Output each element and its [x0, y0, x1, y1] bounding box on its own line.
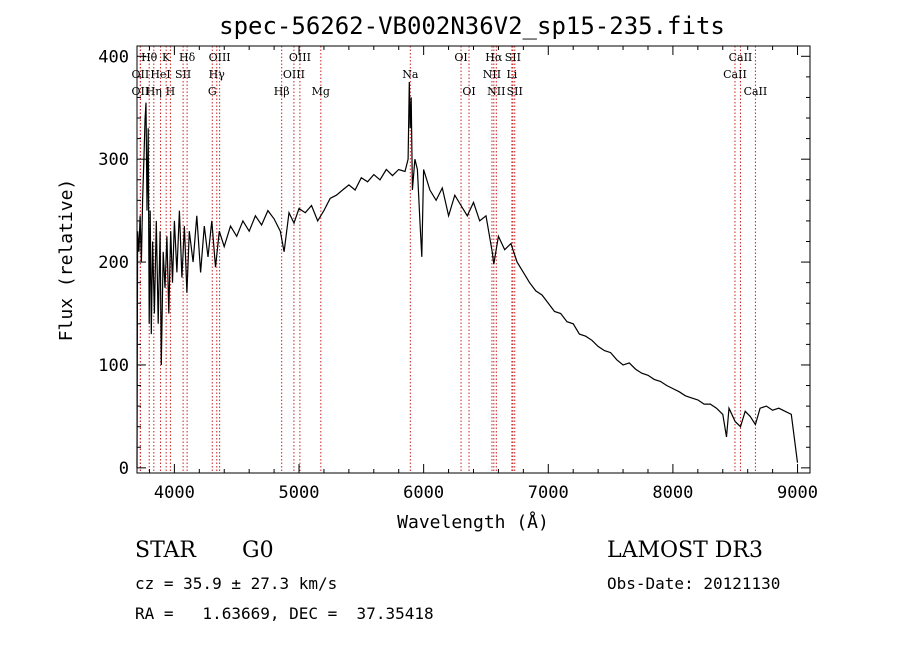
x-tick-label: 5000	[279, 483, 320, 503]
y-axis-ticks: 0 100 200 300 400	[98, 47, 810, 479]
spectral-line-label: Hη	[146, 85, 162, 98]
spectral-line-label: Hγ	[209, 68, 226, 81]
spectral-line-label: SII	[175, 68, 191, 81]
spectral-line-label: OIII	[289, 51, 311, 64]
x-tick-label: 4000	[154, 483, 195, 503]
x-axis-ticks: 4000 5000 6000 7000 8000 9000	[148, 46, 818, 503]
spectral-line-label: Li	[506, 68, 517, 81]
spectral-line-label: OI	[454, 51, 467, 64]
spectral-line-label: CaII	[729, 51, 753, 64]
observation-date: Obs-Date: 20121130	[607, 574, 781, 593]
object-subclass: G0	[242, 538, 274, 563]
flux-series-line	[136, 81, 799, 468]
spectral-line-label: HeI	[150, 68, 170, 81]
spectral-line-label: Mg	[312, 85, 330, 98]
spectral-line-label: Hδ	[179, 51, 196, 64]
y-axis-label: Flux (relative)	[56, 179, 77, 342]
spectral-line-label: OIII	[209, 51, 231, 64]
spectral-line-label: SII	[505, 51, 521, 64]
x-tick-label: 9000	[777, 483, 818, 503]
coordinates: RA = 1.63669, DEC = 37.35418	[135, 604, 434, 623]
spectral-line-label: G	[208, 85, 217, 98]
spectral-line-label: NII	[487, 85, 505, 98]
spectral-line-label: Hβ	[274, 85, 290, 98]
x-axis-label: Wavelength (Å)	[397, 511, 549, 533]
chart-title: spec-56262-VB002N36V2_sp15-235.fits	[219, 12, 725, 40]
spectral-line-label: CaII	[723, 68, 747, 81]
spectral-line-label: Hα	[485, 51, 503, 64]
spectral-line-label: OII	[132, 85, 150, 98]
spectral-line-label: SII	[507, 85, 523, 98]
spectral-line-label: OI	[462, 85, 475, 98]
y-tick-label: 200	[98, 253, 129, 273]
y-tick-label: 400	[98, 47, 129, 67]
object-class: STAR	[135, 538, 196, 563]
redshift-velocity: cz = 35.9 ± 27.3 km/s	[135, 574, 338, 593]
x-tick-label: 6000	[403, 483, 444, 503]
y-tick-label: 300	[98, 150, 129, 170]
spectral-line-label: OIII	[283, 68, 305, 81]
spectral-line-label: Hθ	[141, 51, 158, 64]
y-tick-label: 100	[98, 356, 129, 376]
spectral-line-label: Na	[402, 68, 419, 81]
spectral-line-label: OII	[132, 68, 150, 81]
spectral-lines	[139, 46, 756, 473]
spectral-line-label: K	[162, 51, 171, 64]
spectral-line-label: NII	[483, 68, 501, 81]
y-tick-label: 0	[119, 459, 129, 479]
plot-frame	[136, 45, 811, 474]
spectral-line-label: H	[166, 85, 176, 98]
spectral-line-label: CaII	[744, 85, 768, 98]
survey-name: LAMOST DR3	[607, 538, 763, 563]
x-tick-label: 8000	[652, 483, 693, 503]
x-tick-label: 7000	[528, 483, 569, 503]
